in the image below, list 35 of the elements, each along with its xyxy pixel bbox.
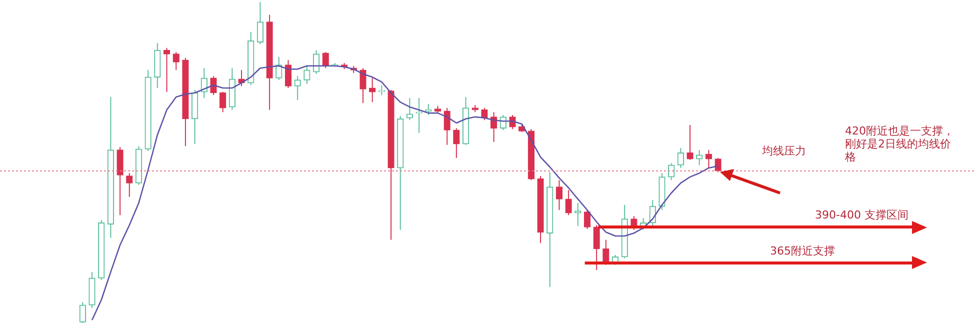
candlestick bbox=[593, 224, 600, 271]
candlestick bbox=[360, 68, 366, 104]
candlestick bbox=[565, 190, 572, 216]
candlestick bbox=[220, 91, 226, 113]
candlestick bbox=[602, 239, 610, 266]
candlestick bbox=[210, 76, 217, 96]
candlestick bbox=[304, 65, 310, 84]
candlestick bbox=[416, 97, 422, 134]
candlestick bbox=[714, 158, 722, 173]
candlestick bbox=[163, 47, 170, 92]
candlestick bbox=[556, 180, 563, 211]
ref-line-label: 390-400 支撑区间 bbox=[815, 208, 908, 222]
candlestick bbox=[116, 146, 124, 216]
candlestick bbox=[378, 84, 385, 96]
candlestick bbox=[126, 172, 133, 198]
candlestick bbox=[444, 107, 450, 146]
candlestick bbox=[284, 60, 292, 89]
ref-line-label: 365附近支撑 bbox=[770, 244, 835, 258]
candlestick bbox=[705, 149, 712, 168]
annotation: 均线压力 bbox=[761, 144, 806, 158]
candlestick bbox=[425, 104, 432, 116]
candlestick bbox=[294, 76, 301, 100]
candlestick bbox=[677, 148, 684, 168]
candlestick bbox=[312, 50, 320, 74]
candlestick bbox=[453, 128, 460, 159]
candlestick bbox=[668, 162, 675, 181]
candlestick bbox=[686, 124, 694, 160]
candlestick bbox=[369, 78, 376, 103]
candlestick bbox=[172, 52, 180, 71]
candlestick bbox=[406, 97, 414, 121]
candlestick bbox=[584, 210, 591, 230]
candlestick bbox=[574, 202, 582, 227]
candlestick bbox=[696, 149, 703, 166]
annotation: 420附近也是一支撑，刚好是2日线的均线价格 bbox=[844, 124, 954, 164]
candlestick bbox=[322, 52, 329, 69]
